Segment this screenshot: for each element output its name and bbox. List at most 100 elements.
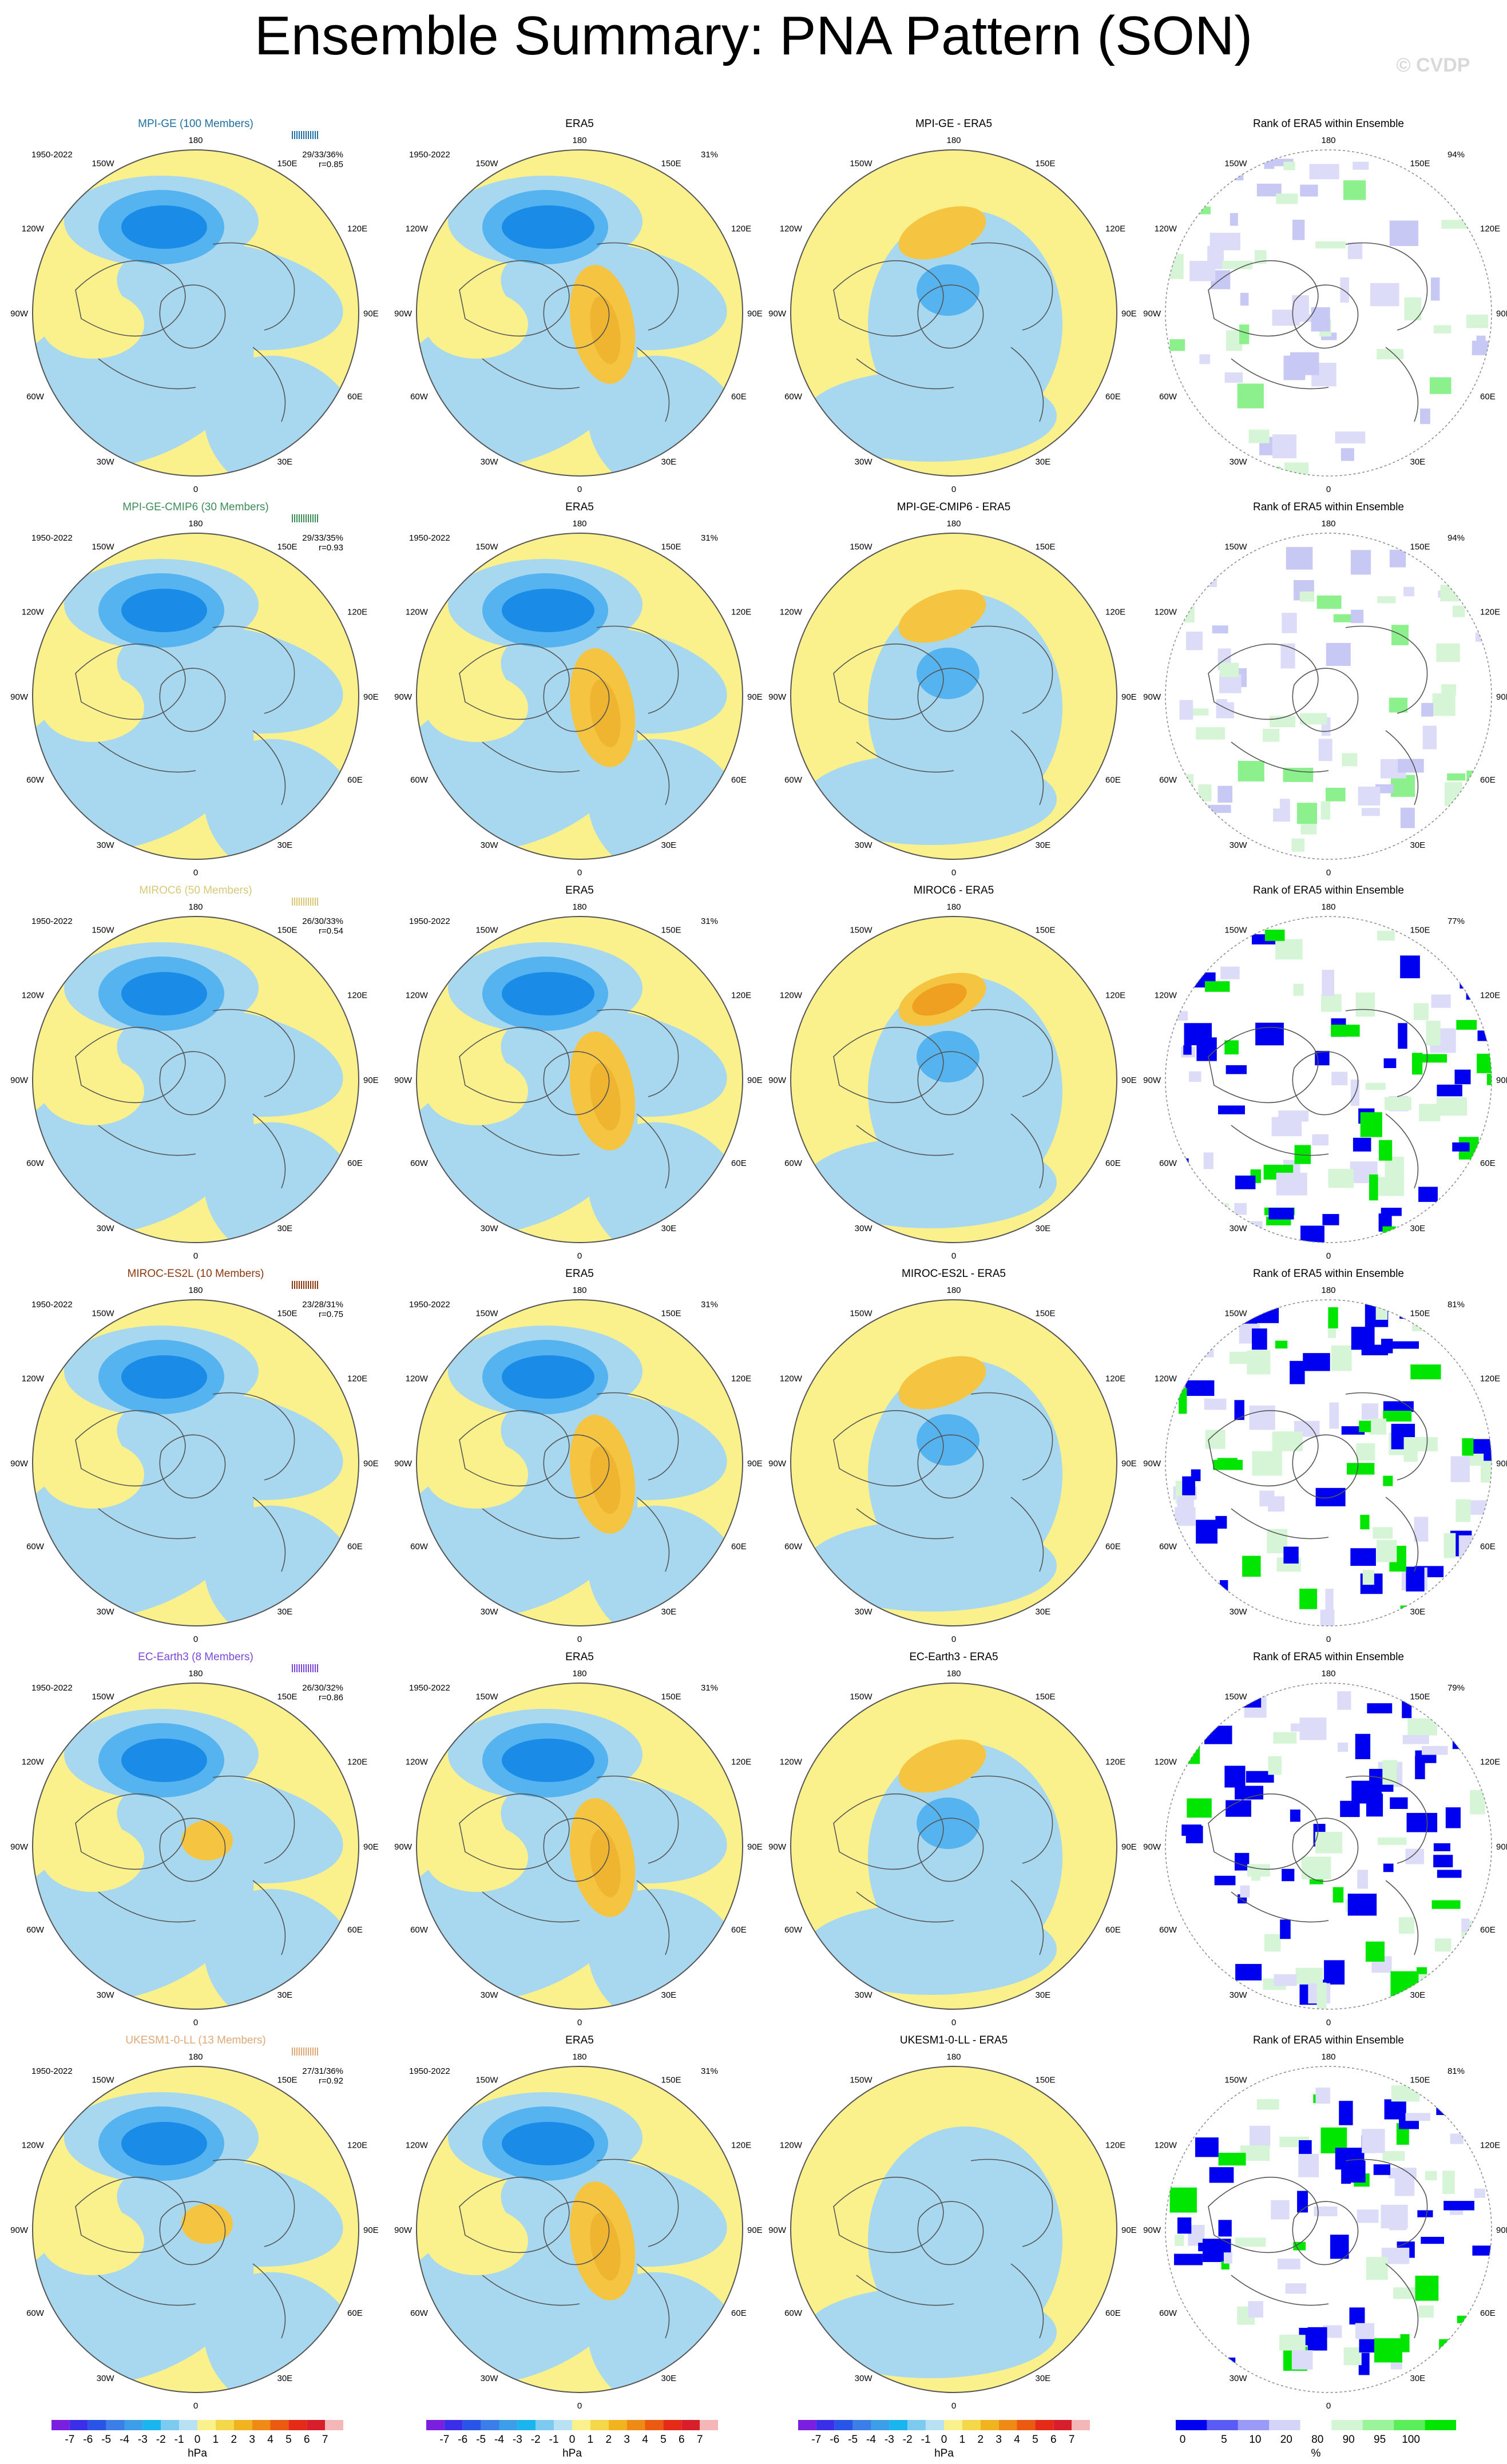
rank-cell: [1186, 1348, 1214, 1358]
lon-label: 30W: [97, 1224, 115, 1233]
period-label: 1950-2022: [409, 533, 450, 543]
obs-title: ERA5: [565, 1268, 594, 1280]
rank-cell: [1276, 1172, 1307, 1196]
rank-cell: [1318, 739, 1332, 761]
rank-pct-label: 79%: [1447, 1683, 1465, 1693]
rank-cell: [1350, 550, 1371, 575]
rank-cell: [1431, 1900, 1461, 1909]
lon-label: 180: [188, 902, 203, 912]
lon-label: 150W: [1224, 1309, 1247, 1319]
globe-field: [791, 150, 1117, 476]
lon-label: 30E: [661, 2374, 677, 2383]
lon-label: 90W: [1143, 692, 1161, 702]
lon-label: 90W: [768, 2225, 787, 2235]
coastline: [1208, 1027, 1319, 1104]
rank-cell: [1472, 1716, 1484, 1725]
lon-label: 30E: [661, 1990, 677, 2000]
coastline: [543, 2201, 610, 2265]
rank-cell: [1175, 1696, 1198, 1705]
globe-outline: [1165, 149, 1492, 477]
rank-cell: [1356, 1443, 1375, 1461]
colorbar-swatch: [124, 2420, 143, 2430]
globe-outline: [790, 533, 1117, 860]
lon-label: 30W: [97, 2374, 115, 2383]
rank-cell: [1351, 609, 1364, 624]
coastline: [970, 1775, 1053, 1864]
lon-label: 30E: [1036, 1224, 1051, 1233]
lon-label: 120W: [1155, 608, 1177, 617]
coastline: [596, 242, 679, 331]
rank-cell: [1331, 1072, 1348, 1085]
lon-label: 30E: [277, 1990, 293, 2000]
rank-cell: [1378, 1837, 1407, 1845]
lon-label: 120W: [406, 2141, 429, 2150]
lon-label: 60W: [1159, 2308, 1177, 2318]
coastline: [459, 1794, 570, 1870]
globe-outline: [790, 149, 1117, 477]
lon-label: 60W: [1159, 392, 1177, 402]
obs-title: ERA5: [565, 2034, 594, 2046]
rank-cell: [1452, 1204, 1467, 1226]
rank-cell: [1467, 1602, 1487, 1618]
member-tick: [315, 898, 316, 906]
colorbar-tick-label: 95: [1374, 2434, 1386, 2446]
rank-cell: [1307, 2327, 1327, 2351]
rank-cell: [1234, 1852, 1250, 1871]
rank-cell: [1279, 2335, 1306, 2351]
lon-label: 120W: [22, 224, 45, 234]
lon-label: 30W: [1230, 840, 1248, 850]
member-tick: [306, 514, 307, 522]
rank-cell: [1291, 2350, 1313, 2370]
rank-cell: [1331, 1025, 1360, 1037]
lon-label: 60E: [731, 392, 747, 402]
lon-label: 180: [572, 2052, 586, 2062]
lon-label: 90E: [747, 692, 763, 702]
negative-anomaly-region: [117, 241, 343, 351]
member-tick: [296, 514, 298, 522]
lon-label: 150W: [850, 1692, 873, 1702]
rank-cell: [1303, 1353, 1330, 1371]
rank-cell: [1405, 1848, 1425, 1864]
colorbar-swatch: [215, 2420, 234, 2430]
rank-cell: [1437, 1084, 1462, 1097]
globe-field: [33, 533, 359, 859]
positive-center: [181, 2204, 233, 2244]
rank-cell: [1484, 1999, 1492, 2009]
rank-cell: [1189, 1071, 1201, 1082]
rank-cell: [1272, 1431, 1303, 1451]
rank-cell: [1338, 1742, 1349, 1752]
globe-field: [33, 2066, 359, 2392]
negative-difference-center: [917, 264, 979, 316]
member-tick: [296, 898, 298, 906]
rank-cell: [1229, 173, 1244, 181]
aleutian-low-core: [502, 1739, 594, 1782]
colorbar-tick-label: -7: [65, 2434, 74, 2446]
rank-cell: [1360, 1514, 1370, 1530]
coastline: [459, 1410, 570, 1487]
rank-cell: [1343, 180, 1366, 200]
rank-cell: [1280, 1919, 1291, 1939]
rank-cell: [1422, 1745, 1448, 1755]
member-tick: [308, 514, 309, 522]
colorbar-tick-label: 1: [213, 2434, 219, 2446]
rank-cell: [1439, 1587, 1461, 1606]
colorbar-tick-label: 5: [285, 2434, 292, 2446]
lon-label: 0: [1326, 2401, 1331, 2411]
rank-cell: [1167, 1587, 1189, 1612]
rank-cell: [1418, 1187, 1438, 1202]
lon-label: 90W: [1143, 1842, 1161, 1852]
coastline: [1208, 2177, 1319, 2253]
model-row: MIROC-ES2L (10 Members) 1950-2022 23/28/31…: [10, 1268, 1507, 1644]
lon-label: 150W: [1224, 1692, 1247, 1702]
rank-panel: Rank of ERA5 within Ensemble 81% 180 150W 15…: [1143, 2034, 1507, 2411]
rank-cell: [1436, 643, 1460, 662]
rank-cell: [1407, 1718, 1438, 1736]
coastline: [543, 1434, 610, 1499]
lon-label: 180: [188, 519, 203, 529]
rank-cell: [1350, 1548, 1376, 1566]
coastline: [252, 1497, 286, 1572]
rank-cell: [1264, 1934, 1281, 1952]
member-tick: [303, 131, 304, 139]
rank-cell: [1282, 613, 1297, 633]
rank-cell: [1442, 2372, 1458, 2388]
